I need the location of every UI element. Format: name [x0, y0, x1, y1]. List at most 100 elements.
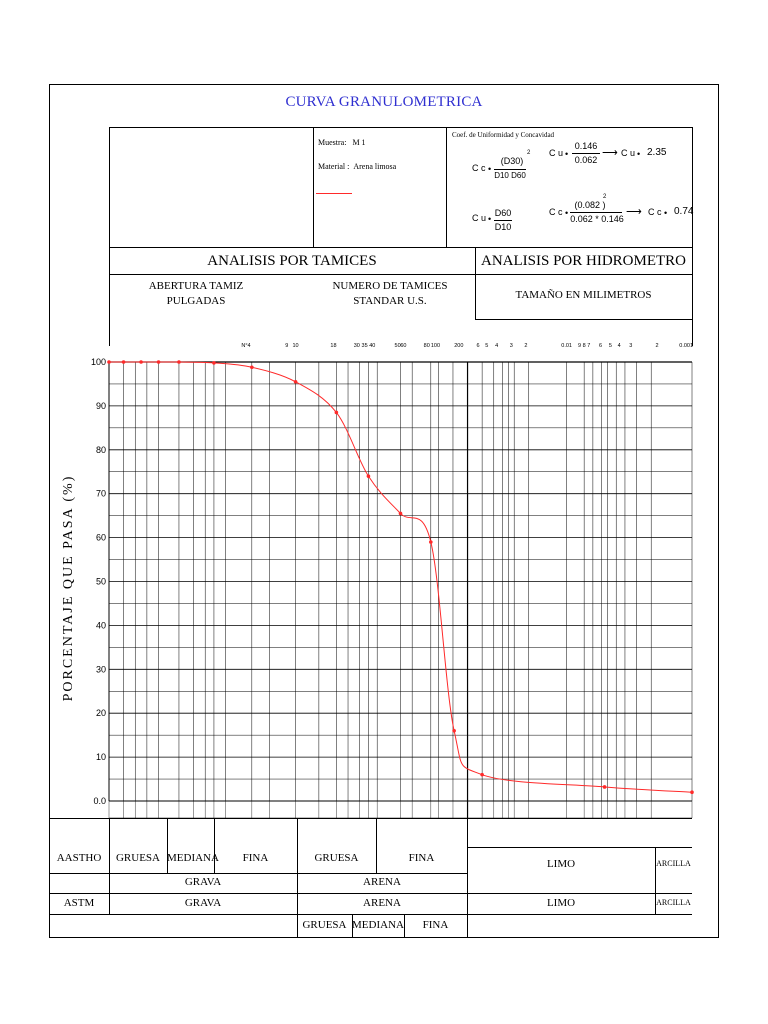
material-value: Arena limosa — [353, 162, 397, 171]
data-point — [429, 540, 433, 544]
cu-calc-bar — [572, 153, 600, 154]
cu-result-dot: • — [637, 149, 641, 159]
top-tick-label: 9 — [285, 343, 288, 349]
astm-limo: LIMO — [546, 897, 576, 909]
header-divider-2 — [446, 127, 447, 247]
top-tick-label: 4 — [495, 343, 498, 349]
cc-arrow-icon: ⟶ — [626, 206, 642, 218]
class-limo-top — [467, 847, 692, 848]
data-points — [107, 360, 694, 795]
y-tick-label: 0.0 — [93, 796, 106, 806]
cc-result-lhs: C c — [648, 207, 662, 217]
class-v-3 — [214, 818, 215, 873]
astm-arena: ARENA — [363, 897, 401, 909]
data-point — [366, 474, 371, 478]
header-left-line — [109, 127, 110, 346]
aastho-label: AASTHO — [56, 852, 102, 864]
y-tick-label: 50 — [96, 577, 106, 587]
y-tick-label: 100 — [91, 357, 106, 367]
material-label: Material : Arena limosa — [318, 162, 397, 171]
data-point — [480, 772, 484, 777]
class-line-2 — [49, 873, 467, 874]
grading-curve — [108, 361, 693, 793]
data-point — [398, 511, 403, 516]
data-point — [334, 410, 339, 415]
cc-formula-den: D10 D60 — [494, 171, 526, 180]
top-tick-label: 18 — [330, 343, 336, 349]
muestra-label: Muestra: M 1 — [318, 138, 366, 147]
header-divider-1 — [313, 127, 314, 247]
class-v-5 — [376, 818, 377, 873]
top-tick-label: 3 — [629, 343, 632, 349]
top-tick-label: 5 — [609, 343, 612, 349]
top-tick-label: 10 — [292, 343, 298, 349]
y-tick-label: 80 — [96, 445, 106, 455]
top-tick-label: 5 — [485, 343, 488, 349]
top-tick-label: 6 — [477, 343, 480, 349]
header-top-line — [109, 127, 692, 128]
aastho-grava-gruesa: GRUESA — [115, 852, 160, 864]
top-tick-label: 80 — [424, 343, 430, 349]
top-tick-label: 60 — [400, 343, 406, 349]
cc-formula-lhs: C c — [472, 163, 486, 173]
coef-label: Coef. de Uniformidad y Concavidad — [452, 131, 555, 139]
legend-line — [316, 193, 352, 194]
cu-result: 2.35 — [647, 147, 667, 158]
class-v-4 — [297, 818, 298, 938]
class-v-6 — [467, 818, 468, 938]
top-tick-label: 0.01 — [561, 343, 572, 349]
cc-calc-bar — [570, 212, 622, 213]
top-tick-labels: N°4 9 10 18 30 35 40 50 60 80 100 200 6 5 4 3 2 0.01 9 8 … — [241, 343, 693, 349]
aastho-arena: ARENA — [363, 876, 401, 888]
numero-header: NUMERO DE TAMICES STANDAR U.S. — [332, 280, 448, 307]
astm-arena-gruesa: GRUESA — [302, 919, 347, 931]
cu-formula-lhs: C u — [472, 213, 487, 223]
chart-grid — [108, 361, 693, 819]
aastho-arena-gruesa: GRUESA — [314, 852, 359, 864]
header-hidrometro: ANALISIS POR HIDROMETRO — [480, 253, 686, 269]
class-v-9 — [404, 914, 405, 938]
header-tamices: ANALISIS POR TAMICES — [207, 253, 377, 269]
astm-grava: GRAVA — [184, 897, 222, 909]
y-tick-label: 40 — [96, 620, 106, 630]
data-point — [690, 790, 694, 795]
class-top-line — [49, 818, 692, 819]
data-point — [107, 360, 111, 364]
cu-formula-num: D60 — [494, 208, 512, 218]
class-v-2 — [167, 818, 168, 873]
data-point — [602, 785, 607, 789]
data-point — [212, 361, 216, 365]
y-tick-label: 20 — [96, 708, 106, 718]
top-tick-label: N°4 — [241, 343, 250, 349]
cu-dot: • — [488, 214, 492, 224]
cc-calc-dot: • — [565, 208, 569, 218]
cc-calc-den: 0.062 * 0.146 — [570, 214, 624, 224]
top-tick-label: 35 40 — [362, 343, 376, 349]
cu-result-lhs: C u — [621, 148, 636, 158]
cu-formula-den: D10 — [494, 222, 512, 232]
class-line-4 — [49, 914, 692, 915]
top-tick-label: 50 — [395, 343, 401, 349]
cc-exp: 2 — [527, 150, 531, 156]
top-tick-label: 100 — [431, 343, 440, 349]
y-tick-label: 90 — [96, 401, 106, 411]
cu-calc-dot: • — [565, 149, 569, 159]
top-tick-label: 0.001 — [679, 343, 693, 349]
astm-arena-fina: FINA — [422, 919, 449, 931]
astm-label: ASTM — [63, 897, 95, 909]
top-tick-label: 4 — [618, 343, 621, 349]
header-divider-3 — [475, 247, 476, 319]
header-mid-line-2 — [109, 274, 692, 275]
aastho-grava: GRAVA — [184, 876, 222, 888]
class-v-1 — [109, 818, 110, 914]
page-title: CURVA GRANULOMETRICA — [285, 94, 483, 110]
cu-calc-num: 0.146 — [574, 141, 598, 151]
top-tick-label: 30 — [354, 343, 360, 349]
data-point — [121, 360, 126, 364]
y-tick-label: 70 — [96, 489, 106, 499]
astm-arena-mediana: MEDIANA — [352, 919, 404, 931]
top-tick-label: 2 — [655, 343, 658, 349]
top-tick-label: 3 — [510, 343, 513, 349]
cu-calc-den: 0.062 — [574, 155, 598, 165]
